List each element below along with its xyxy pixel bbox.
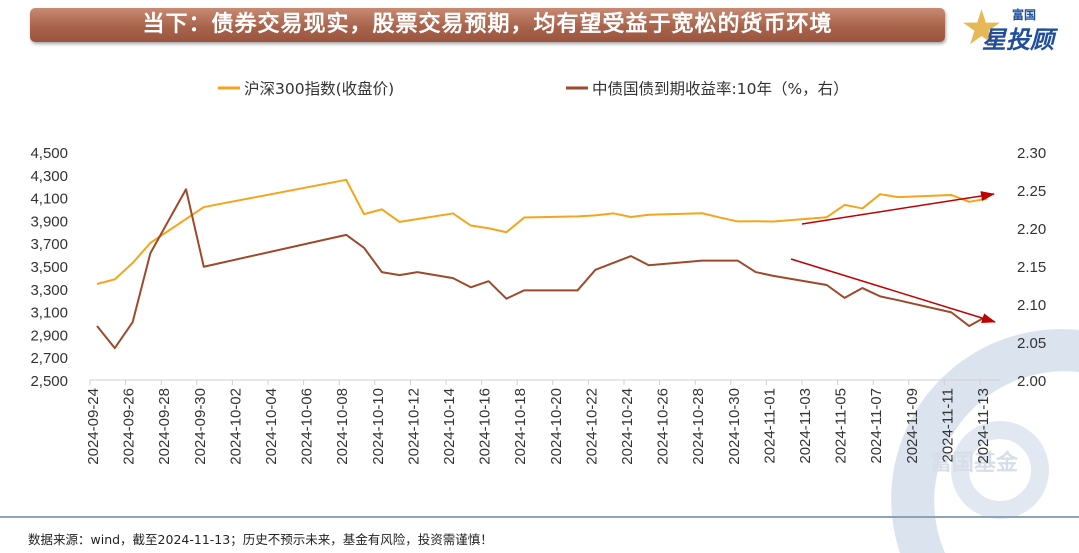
x-tick-label: 2024-11-09 — [904, 388, 921, 464]
x-tick-label: 2024-10-02 — [227, 388, 244, 465]
x-tick-label: 2024-09-28 — [156, 388, 173, 465]
y-left-tick-label: 2,900 — [30, 327, 68, 344]
y-right-tick-label: 2.25 — [1017, 183, 1046, 200]
watermark-logo-arc — [891, 329, 1079, 553]
y-left-tick-label: 4,500 — [30, 145, 68, 162]
y-left-tick-label: 3,900 — [30, 213, 68, 230]
bond-yield-line — [96, 188, 988, 350]
x-tick-label: 2024-10-28 — [690, 388, 707, 465]
logo-brand: 富国 — [1012, 8, 1037, 22]
y-right-tick-label: 2.10 — [1017, 297, 1046, 314]
logo-product: 星投顾 — [982, 26, 1054, 54]
y-right-tick-label: 2.30 — [1017, 145, 1046, 162]
csi300-uptrend-arrow — [801, 191, 995, 225]
x-tick-label: 2024-10-10 — [370, 388, 387, 465]
x-tick-label: 2024-10-08 — [334, 388, 351, 465]
y-left-tick-label: 3,300 — [30, 282, 68, 299]
y-right-tick-label: 2.05 — [1017, 335, 1046, 352]
x-tick-label: 2024-11-11 — [939, 388, 956, 463]
y-left-tick-label: 3,700 — [30, 236, 68, 253]
y-left-tick-label: 4,300 — [30, 168, 68, 185]
x-tick-label: 2024-11-07 — [868, 388, 885, 464]
x-tick-label: 2024-09-24 — [85, 388, 102, 465]
legend-label: 中债国债到期收益率:10年（%，右） — [592, 80, 849, 98]
x-tick-label: 2024-09-30 — [192, 388, 209, 465]
x-tick-label: 2024-10-26 — [655, 388, 672, 465]
x-tick-label: 2024-10-18 — [512, 388, 529, 465]
footer-note: 数据来源：wind，截至2024-11-13；历史不预示未来，基金有风险，投资需… — [28, 532, 493, 547]
watermark-text: 富国基金 — [930, 450, 1019, 476]
y-right-tick-label: 2.20 — [1017, 221, 1046, 238]
footer-divider — [0, 516, 1079, 518]
x-tick-label: 2024-09-26 — [121, 388, 138, 465]
page-title: 当下：债券交易现实，股票交易预期，均有望受益于宽松的货币环境 — [30, 8, 945, 42]
y-right-tick-label: 2.15 — [1017, 259, 1046, 276]
y-left-tick-label: 2,700 — [30, 350, 68, 367]
csi300-line — [96, 178, 988, 285]
x-tick-label: 2024-10-20 — [548, 388, 565, 465]
legend-label: 沪深300指数(收盘价) — [244, 79, 394, 98]
x-tick-label: 2024-10-22 — [583, 388, 600, 465]
x-tick-label: 2024-10-14 — [441, 388, 458, 465]
x-tick-label: 2024-11-13 — [975, 388, 992, 464]
x-tick-label: 2024-10-30 — [726, 388, 743, 465]
x-tick-label: 2024-10-04 — [263, 388, 280, 465]
x-tick-label: 2024-10-16 — [477, 388, 494, 465]
y-left-tick-label: 3,500 — [30, 259, 68, 276]
y-right-tick-label: 2.00 — [1017, 373, 1046, 390]
x-tick-label: 2024-11-01 — [761, 388, 778, 464]
bond-downtrend-arrow — [790, 258, 996, 323]
y-left-tick-label: 3,100 — [30, 305, 68, 322]
x-tick-label: 2024-11-05 — [833, 388, 850, 464]
brand-logo: ★ 富国 星投顾 — [960, 4, 1070, 54]
x-tick-label: 2024-10-12 — [405, 388, 422, 465]
y-left-tick-label: 4,100 — [30, 191, 68, 208]
x-tick-label: 2024-11-03 — [797, 388, 814, 464]
x-tick-label: 2024-10-06 — [299, 388, 316, 465]
x-tick-label: 2024-10-24 — [619, 388, 636, 465]
y-left-tick-label: 2,500 — [30, 373, 68, 390]
star-icon: ★ — [960, 0, 1004, 56]
watermark-logo-ring — [951, 421, 1049, 519]
